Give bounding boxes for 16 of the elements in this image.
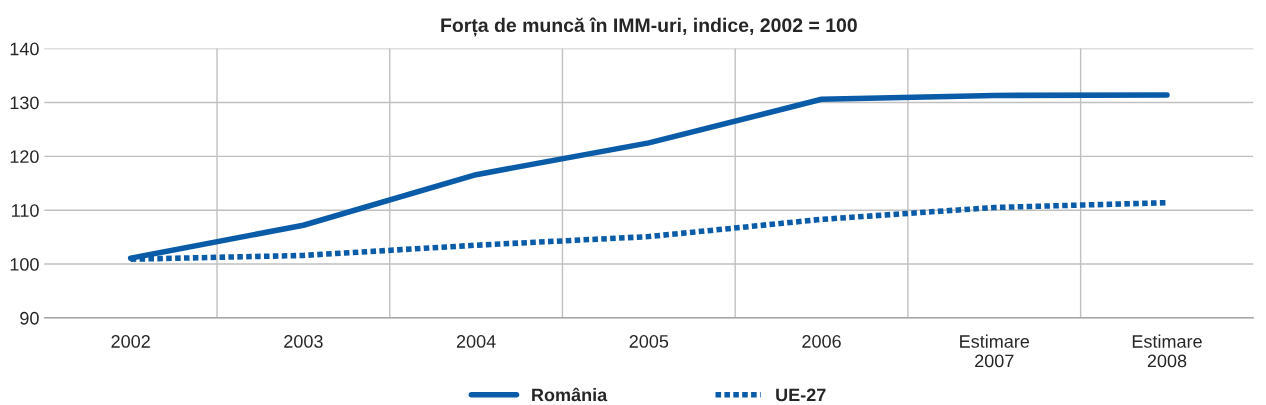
y-tick-label: 90 xyxy=(20,311,39,325)
y-tick-label: 120 xyxy=(10,150,39,164)
x-tick-label: 2002 xyxy=(111,335,150,348)
legend-label: UE-27 xyxy=(776,388,826,402)
x-tick-label: 2003 xyxy=(284,335,323,348)
y-tick-label: 100 xyxy=(10,257,39,271)
x-tick-label: 2004 xyxy=(456,335,496,348)
legend-label: România xyxy=(532,387,608,402)
x-tick-label: Estimare 2007 xyxy=(960,334,1030,368)
y-tick-label: 110 xyxy=(12,204,39,217)
y-tick-label: 140 xyxy=(10,42,39,56)
x-tick-label: Estimare 2008 xyxy=(1132,334,1202,368)
x-tick-label: 2006 xyxy=(802,335,841,348)
y-tick-label: 130 xyxy=(10,96,39,110)
chart-title: Forța de muncă în IMM-uri, indice, 2002 = 100 xyxy=(441,17,857,37)
x-tick-label: 2005 xyxy=(629,335,669,348)
